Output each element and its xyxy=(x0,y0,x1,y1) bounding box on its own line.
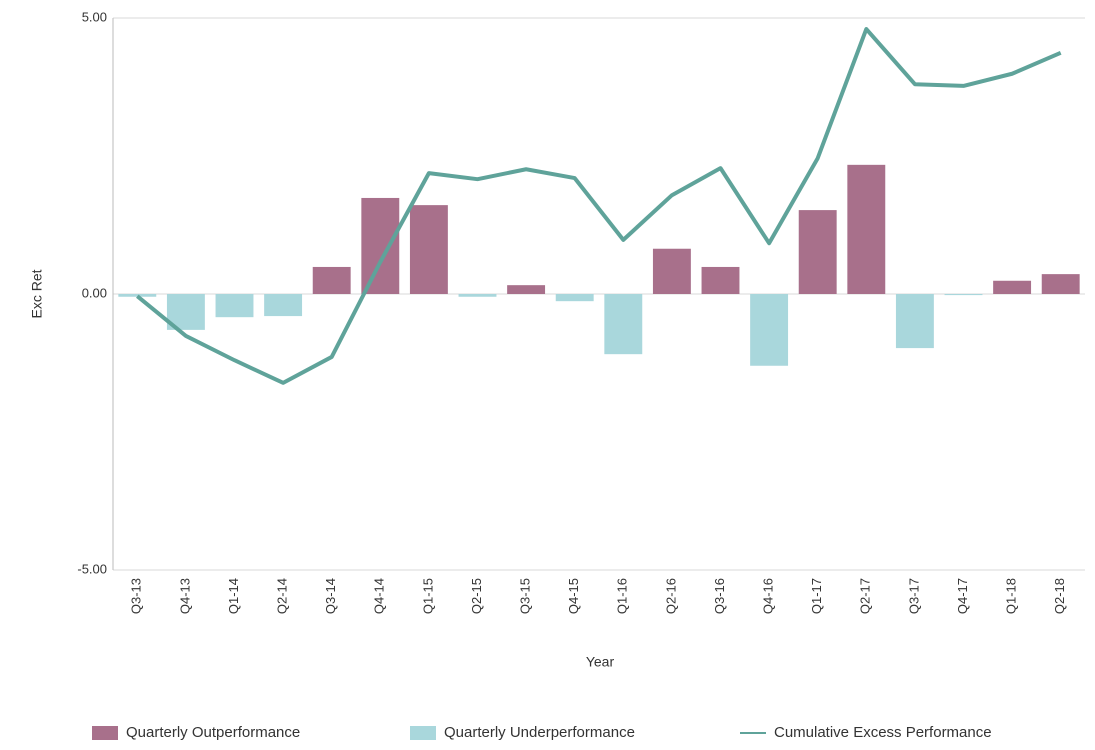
x-tick-label: Q2-17 xyxy=(858,578,873,614)
x-tick-label: Q4-17 xyxy=(955,578,970,614)
x-tick-label: Q1-14 xyxy=(226,578,241,614)
x-tick-label: Q2-16 xyxy=(663,578,678,614)
x-tick-label: Q2-14 xyxy=(275,578,290,614)
legend-swatch xyxy=(410,726,436,740)
x-tick-label: Q3-14 xyxy=(323,578,338,614)
bar xyxy=(118,294,157,297)
x-tick-label: Q1-17 xyxy=(809,578,824,614)
bar xyxy=(701,266,740,294)
x-tick-label: Q2-15 xyxy=(469,578,484,614)
x-tick-label: Q3-15 xyxy=(518,578,533,614)
x-tick-label: Q1-18 xyxy=(1004,578,1019,614)
bar xyxy=(555,294,594,302)
line xyxy=(136,27,1062,385)
x-tick-label: Q2-18 xyxy=(1052,578,1067,614)
bar xyxy=(604,294,643,355)
x-tick-label: Q4-13 xyxy=(177,578,192,614)
x-tick-label: Q4-16 xyxy=(761,578,776,614)
x-tick-label: Q1-16 xyxy=(615,578,630,614)
y-tick-label: -5.00 xyxy=(77,561,107,576)
x-tick-label: Q3-17 xyxy=(906,578,921,614)
legend-label: Quarterly Outperformance xyxy=(126,724,300,741)
bar xyxy=(458,294,497,297)
y-axis-title: Exc Ret xyxy=(29,269,45,318)
y-tick-label: 5.00 xyxy=(82,9,107,24)
bar xyxy=(215,294,254,318)
x-tick-label: Q4-14 xyxy=(372,578,387,614)
bar xyxy=(1041,274,1080,294)
x-axis-title: Year xyxy=(586,654,615,670)
bar xyxy=(264,294,303,317)
bar xyxy=(993,280,1032,294)
bar xyxy=(847,164,886,294)
legend-swatch xyxy=(92,726,118,740)
legend-label: Quarterly Underperformance xyxy=(444,724,635,741)
bar xyxy=(750,294,789,366)
y-tick-label: 0.00 xyxy=(82,285,107,300)
bar xyxy=(895,294,934,349)
x-tick-label: Q3-16 xyxy=(712,578,727,614)
bar xyxy=(409,205,448,294)
bar xyxy=(652,248,691,294)
bar xyxy=(798,210,837,294)
bar xyxy=(312,266,351,294)
x-tick-label: Q1-15 xyxy=(420,578,435,614)
x-tick-label: Q3-13 xyxy=(129,578,144,614)
bar xyxy=(507,285,546,294)
bar xyxy=(944,294,983,296)
bar xyxy=(361,197,400,294)
x-tick-label: Q4-15 xyxy=(566,578,581,614)
legend-label: Cumulative Excess Performance xyxy=(774,724,992,741)
